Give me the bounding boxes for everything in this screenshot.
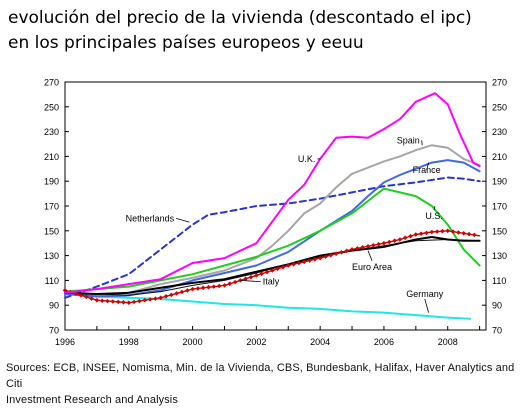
annotation-u-k: U.K. [298,154,316,164]
y-tick-label-left: 130 [44,251,59,261]
series-marker [153,296,158,301]
series-marker [185,288,190,293]
y-tick-label-left: 150 [44,226,59,236]
title-line-2: en los principales países europeos y eeu… [8,31,518,56]
series-marker [403,236,408,241]
series-marker [249,275,254,280]
series-marker [467,232,472,237]
y-tick-label-left: 170 [44,202,59,212]
series-marker [100,298,105,303]
x-tick-label: 2000 [183,337,203,347]
y-tick-label-right: 70 [492,326,502,336]
source-note: Sources: ECB, INSEE, Nomisma, Min. de la… [6,360,518,408]
series-marker [137,299,142,304]
y-tick-label-left: 90 [49,301,59,311]
series-marker [174,291,179,296]
y-tick-label-right: 270 [492,78,507,88]
series-marker [387,240,392,245]
y-tick-label-right: 170 [492,202,507,212]
x-tick-label: 2004 [310,337,330,347]
y-tick-label-left: 210 [44,152,59,162]
series-marker [419,231,424,236]
chart-title: evolución del precio de la vivienda (des… [8,6,518,56]
annotation-euro-area: Euro Area [352,262,392,272]
y-tick-label-left: 70 [49,326,59,336]
y-tick-label-left: 250 [44,102,59,112]
series-marker [206,285,211,290]
y-tick-label-left: 190 [44,177,59,187]
leader-line-netherlands [176,218,189,222]
annotation-netherlands: Netherlands [126,213,175,223]
y-tick-label-right: 110 [492,276,506,286]
series-marker [435,229,440,234]
annotation-italy: Italy [263,277,280,287]
y-tick-label-left: 110 [45,276,59,286]
x-tick-label: 2002 [246,337,266,347]
series-marker [132,300,137,305]
y-tick-label-right: 90 [492,301,502,311]
series-marker [414,232,419,237]
series-marker [201,286,206,291]
x-tick-label: 2008 [438,337,458,347]
series-marker [95,298,100,303]
series-marker [461,231,466,236]
annotation-germany: Germany [406,289,444,299]
y-tick-label-right: 250 [492,102,507,112]
annotation-france: France [413,165,441,175]
series-marker [440,229,445,234]
leader-line-germany [425,299,429,313]
series-marker [105,299,110,304]
series-marker [424,231,429,236]
series-marker [164,294,169,299]
y-tick-label-right: 210 [492,152,507,162]
y-tick-label-left: 230 [44,127,59,137]
series-marker [233,280,238,285]
house-price-chart: 70 70 90 90 110 110 130 130 150 150 170 170 190 190 21… [0,72,524,358]
series-marker [196,286,201,291]
y-tick-label-left: 270 [44,78,59,88]
annotation-spain: Spain [397,135,420,145]
source-line-1: Sources: ECB, INSEE, Nomisma, Min. de la… [6,360,518,392]
series-marker [392,238,397,243]
series-marker [430,230,435,235]
series-marker [222,283,227,288]
series-marker [228,281,233,286]
x-tick-label: 2006 [374,337,394,347]
x-tick-label: 1996 [55,337,75,347]
series-marker [190,287,195,292]
series-marker [212,284,217,289]
y-tick-label-right: 130 [492,251,507,261]
series-marker [456,230,461,235]
series-marker [382,241,387,246]
series-marker [127,300,132,305]
series-marker [408,234,413,239]
series-marker [180,290,185,295]
series-marker [472,233,477,238]
series-marker [111,299,116,304]
x-tick-label: 1998 [119,337,139,347]
leader-line-italy [240,280,260,281]
source-line-2: Investment Research and Analysis [6,392,518,408]
series-marker [116,300,121,305]
leader-line-euro-area [368,251,372,261]
y-tick-label-right: 230 [492,127,507,137]
title-line-1: evolución del precio de la vivienda (des… [8,6,518,31]
y-tick-label-right: 190 [492,177,507,187]
series-marker [398,237,403,242]
series-marker [339,250,344,255]
y-tick-label-right: 150 [492,226,507,236]
series-marker [445,229,450,234]
series-marker [217,284,222,289]
annotation-u-s: U.S. [425,211,443,221]
series-marker [169,293,174,298]
series-marker [121,300,126,305]
series-line-u-k [65,93,480,293]
